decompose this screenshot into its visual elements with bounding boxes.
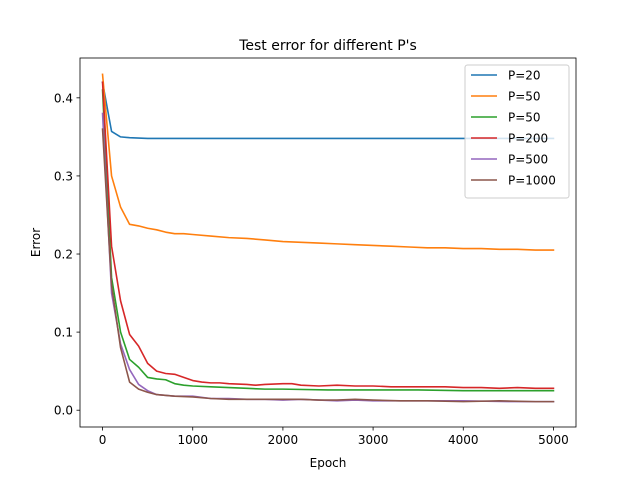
x-tick-label: 0 bbox=[99, 433, 107, 447]
legend-label-6: P=1000 bbox=[508, 174, 556, 188]
y-tick-label: 0.2 bbox=[54, 248, 73, 262]
y-tick-label: 0.1 bbox=[54, 326, 73, 340]
x-tick-label: 2000 bbox=[268, 433, 299, 447]
plot-frame bbox=[79, 57, 577, 428]
x-tick-label: 3000 bbox=[358, 433, 389, 447]
legend-label-3: P=50 bbox=[508, 111, 541, 125]
legend-label-1: P=20 bbox=[508, 69, 541, 83]
x-tick-label: 1000 bbox=[177, 433, 208, 447]
chart-title: Test error for different P's bbox=[238, 38, 417, 54]
x-axis-label: Epoch bbox=[310, 456, 347, 470]
y-tick-label: 0.4 bbox=[54, 91, 73, 105]
ticks-layer: 0 1000 2000 3000 4000 5000 0.0 0.1 0.2 0.3 0.4 bbox=[54, 91, 569, 447]
x-tick-label: 4000 bbox=[448, 433, 479, 447]
series-line-4 bbox=[101, 81, 555, 390]
series-line-3 bbox=[101, 89, 555, 392]
legend-label-5: P=500 bbox=[508, 153, 548, 167]
series-line-1 bbox=[101, 81, 555, 140]
series-line-6 bbox=[101, 128, 555, 403]
y-tick-label: 0.0 bbox=[54, 404, 73, 418]
x-tick-label: 5000 bbox=[538, 433, 569, 447]
series-line-2 bbox=[101, 73, 555, 251]
legend: P=20 P=50 P=50 P=200 P=500 P=1000 bbox=[464, 64, 570, 199]
legend-label-2: P=50 bbox=[508, 90, 541, 104]
y-axis-label: Error bbox=[29, 228, 43, 257]
legend-box bbox=[464, 64, 570, 199]
legend-label-4: P=200 bbox=[508, 132, 548, 146]
y-tick-label: 0.3 bbox=[54, 169, 73, 183]
series-layer bbox=[101, 73, 555, 403]
